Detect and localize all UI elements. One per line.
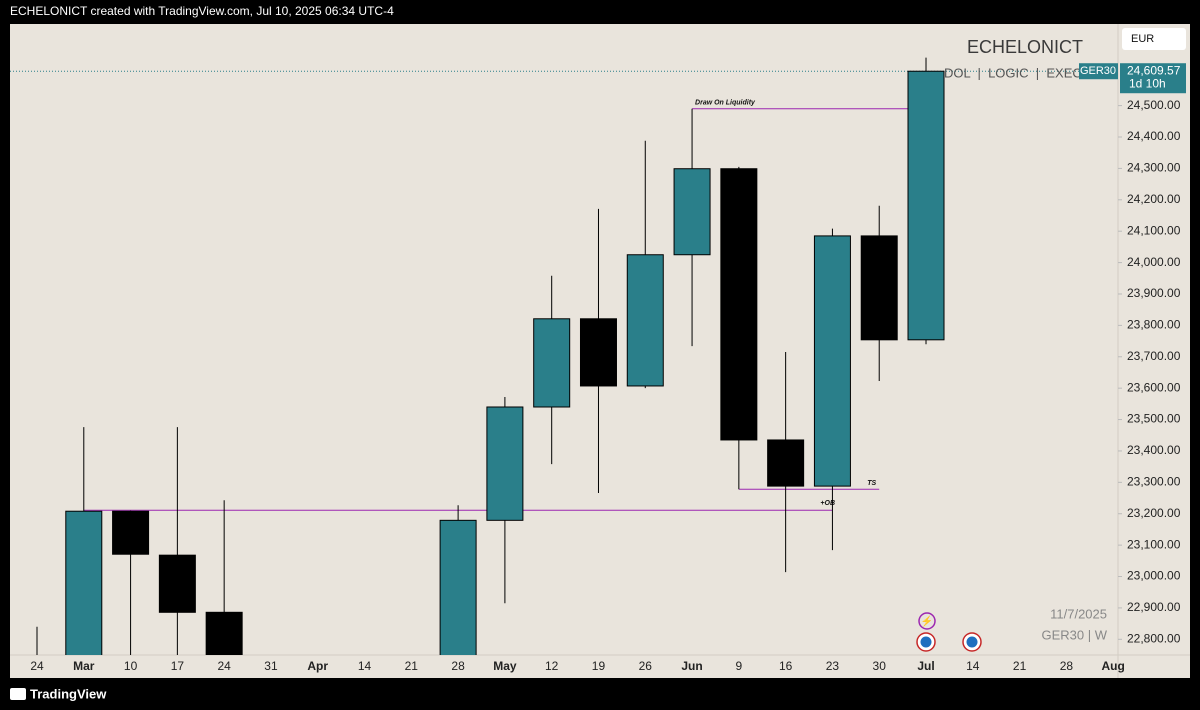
interval-label: GER30 | W <box>1041 627 1107 642</box>
footer-brand: TradingView <box>30 686 107 701</box>
header: ECHELONICT created with TradingView.com,… <box>10 4 394 18</box>
symbol-tag <box>1079 63 1118 80</box>
x-tick-label: 24 <box>217 659 231 673</box>
x-tick-label: May <box>493 659 517 673</box>
x-tick-label: 31 <box>264 659 278 673</box>
event-icon[interactable] <box>918 612 936 630</box>
y-tick-label: 23,300.00 <box>1127 475 1181 489</box>
candle-body <box>860 235 898 341</box>
y-tick-label: 23,500.00 <box>1127 412 1181 426</box>
y-tick-label: 24,400.00 <box>1127 129 1181 143</box>
x-tick-label: 23 <box>826 659 840 673</box>
date-label: 11/7/2025 <box>1050 606 1107 621</box>
x-tick-label: 9 <box>736 659 743 673</box>
y-tick-label: 24,000.00 <box>1127 255 1181 269</box>
y-tick-label: 23,400.00 <box>1127 443 1181 457</box>
event-icon-glyph: ⚡ <box>921 615 933 628</box>
y-tick-label: 23,000.00 <box>1127 569 1181 583</box>
y-tick-label: 23,800.00 <box>1127 318 1181 332</box>
x-tick-label: Mar <box>73 659 95 673</box>
candle-body <box>486 406 524 521</box>
x-tick-label: 26 <box>639 659 653 673</box>
candle-body <box>439 519 477 655</box>
candle-body <box>112 510 150 555</box>
x-tick-label: 28 <box>451 659 465 673</box>
annotation-label: +OB <box>820 500 835 507</box>
currency[interactable]: EUR <box>1131 33 1154 45</box>
subtitle: DOL | LOGIC | EXECU <box>944 65 1091 80</box>
y-tick-label: 24,200.00 <box>1127 192 1181 206</box>
candle-body <box>813 235 851 487</box>
candle-body <box>579 318 617 387</box>
x-tick-label: Jun <box>681 659 702 673</box>
x-tick-label: 28 <box>1060 659 1074 673</box>
y-tick-label: 23,200.00 <box>1127 506 1181 520</box>
candle-body <box>907 70 945 341</box>
price-tag <box>1120 63 1186 94</box>
x-tick-label: 24 <box>30 659 44 673</box>
currency-button[interactable] <box>1122 28 1186 50</box>
y-tick-label: 24,500.00 <box>1127 98 1181 112</box>
x-tick-label: 30 <box>873 659 887 673</box>
candle-body <box>720 168 758 441</box>
candle-body <box>65 510 103 655</box>
y-tick-label: 24,300.00 <box>1127 161 1181 175</box>
symbol-tag-label: GER30 <box>1080 65 1116 77</box>
plot: Draw On Liquidity TS +OB <box>10 57 1118 655</box>
event-icon-core <box>966 636 978 648</box>
candle-body <box>533 318 571 408</box>
x-tick-label: 14 <box>966 659 980 673</box>
candle-body <box>205 611 243 655</box>
price-tag-label: 24,609.57 <box>1127 63 1181 77</box>
y-tick-label: 24,100.00 <box>1127 223 1181 237</box>
candle-body <box>158 554 196 613</box>
x-tick-label: 21 <box>405 659 419 673</box>
y-tick-label: 23,900.00 <box>1127 286 1181 300</box>
x-tick-label: Apr <box>307 659 328 673</box>
x-tick-label: 21 <box>1013 659 1027 673</box>
candle-body <box>673 168 711 256</box>
x-tick-label: 19 <box>592 659 606 673</box>
x-tick-label: 14 <box>358 659 372 673</box>
candle-body <box>626 254 664 387</box>
x-tick-label: 17 <box>171 659 185 673</box>
x-tick-label: 10 <box>124 659 138 673</box>
y-tick-label: 23,100.00 <box>1127 537 1181 551</box>
candle-body <box>767 439 805 487</box>
y-tick-label: 22,900.00 <box>1127 600 1181 614</box>
y-tick-label: 23,700.00 <box>1127 349 1181 363</box>
y-tick-label: 22,800.00 <box>1127 631 1181 645</box>
annotation-label: TS <box>867 480 876 487</box>
x-tick-label: Jul <box>917 659 934 673</box>
watermark: ECHELONICT <box>967 37 1083 57</box>
countdown-label: 1d 10h <box>1129 76 1166 90</box>
y-tick-label: 23,600.00 <box>1127 380 1181 394</box>
x-tick-label: Aug <box>1102 659 1125 673</box>
x-tick-label: 16 <box>779 659 793 673</box>
x-tick-label: 12 <box>545 659 559 673</box>
event-icon-core <box>920 636 932 648</box>
footer-logo <box>10 688 26 700</box>
annotation-label: Draw On Liquidity <box>695 100 756 107</box>
